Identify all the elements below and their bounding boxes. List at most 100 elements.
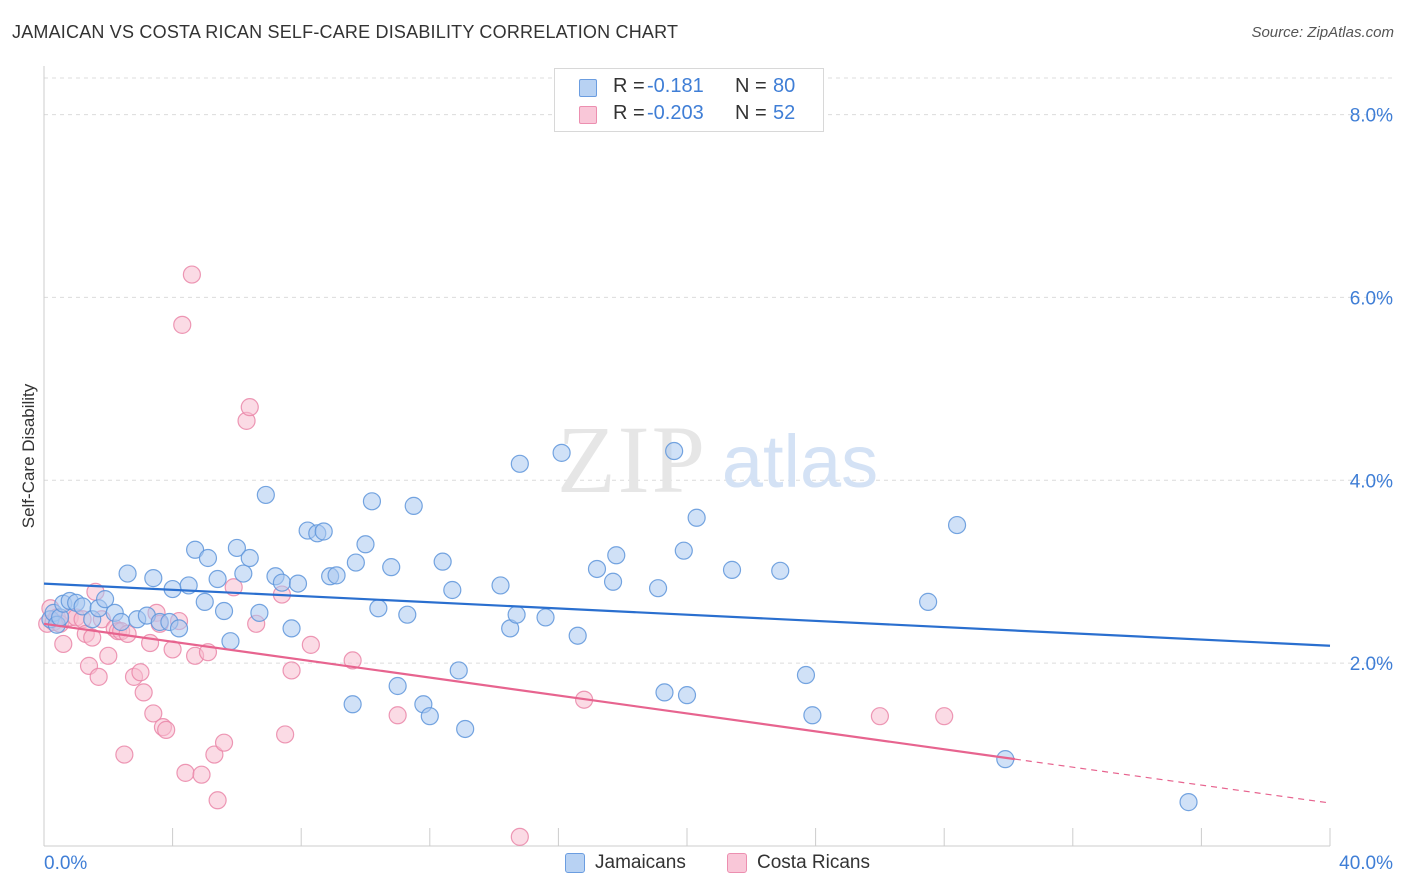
stats-box: R = -0.181 N = 80 R = -0.203 N = 52	[554, 68, 824, 132]
costa-rican-point	[182, 265, 201, 284]
jamaican-point	[510, 454, 529, 473]
chart-title: JAMAICAN VS COSTA RICAN SELF-CARE DISABI…	[12, 22, 679, 42]
jamaican-point	[369, 599, 388, 618]
costa-rican-point	[192, 765, 211, 784]
jamaican-point	[420, 707, 439, 726]
trend-lines	[43, 582, 1331, 804]
jamaican-point	[1179, 793, 1198, 812]
y-axis-title: Self-Care Disability	[19, 383, 38, 528]
watermark-atlas: atlas	[722, 420, 878, 503]
y-tick-label: 4.0%	[1350, 471, 1393, 492]
jamaican-point	[607, 546, 626, 565]
costa-ricans-swatch	[579, 106, 597, 124]
costa-rican-point	[240, 398, 259, 417]
jamaican-point	[655, 683, 674, 702]
jamaican-point	[433, 552, 452, 571]
jamaican-point	[796, 665, 816, 685]
axes	[43, 66, 1331, 847]
costa-rican-point	[343, 651, 362, 670]
jamaican-point	[456, 719, 475, 739]
trend-line	[43, 622, 1016, 761]
costa-rican-point	[89, 667, 108, 686]
jamaican-point	[343, 695, 362, 714]
costa-rican-point	[208, 791, 227, 810]
costa-rican-point	[388, 706, 407, 725]
costa-rican-point	[115, 745, 134, 764]
r-value: -0.181	[647, 75, 704, 97]
jamaican-point	[587, 559, 607, 579]
jamaican-point	[947, 515, 967, 535]
jamaicans-swatch	[579, 79, 597, 97]
trend-line-extension	[1014, 758, 1331, 804]
r-label: R =	[613, 102, 645, 124]
x-tick-label: 0.0%	[44, 853, 87, 874]
watermark-zip: ZIP	[557, 406, 707, 513]
jamaican-point	[118, 564, 137, 583]
jamaican-point	[282, 619, 301, 638]
n-value: 52	[773, 102, 796, 124]
jamaican-point	[256, 485, 275, 505]
costa-rican-point	[205, 745, 224, 764]
jamaican-point	[327, 566, 346, 585]
jamaican-point	[195, 592, 214, 611]
series-jamaicans	[41, 441, 1198, 812]
watermark: ZIP atlas	[557, 406, 878, 513]
n-label: N =	[735, 75, 767, 97]
jamaican-point	[208, 569, 227, 589]
jamaican-point	[536, 608, 555, 627]
costa-rican-point	[301, 635, 320, 654]
jamaican-point	[722, 560, 742, 579]
jamaican-point	[648, 579, 668, 598]
y-tick-label: 6.0%	[1350, 288, 1393, 309]
jamaican-point	[221, 632, 240, 651]
r-value: -0.203	[647, 102, 704, 124]
jamaican-point	[552, 443, 571, 462]
costa-rican-point	[510, 827, 529, 846]
jamaican-point	[234, 564, 253, 583]
costa-ricans-legend-swatch	[727, 853, 747, 873]
jamaican-point	[398, 605, 417, 624]
r-label: R =	[613, 75, 645, 97]
jamaican-point	[314, 522, 333, 541]
jamaican-point	[919, 592, 938, 611]
jamaican-point	[603, 572, 623, 591]
jamaican-point	[382, 558, 401, 577]
source-credit: Source: ZipAtlas.com	[1251, 24, 1394, 41]
y-tick-label: 2.0%	[1350, 654, 1393, 675]
jamaican-point	[198, 548, 218, 568]
costa-rican-point	[131, 663, 150, 682]
jamaican-point	[288, 574, 308, 593]
jamaican-point	[169, 619, 189, 638]
jamaican-point	[272, 573, 292, 592]
n-label: N =	[735, 102, 767, 124]
jamaican-point	[144, 569, 163, 588]
jamaicans-legend-swatch	[565, 853, 585, 873]
jamaican-point	[687, 508, 706, 527]
legend-label: Costa Ricans	[757, 852, 870, 873]
jamaican-point	[568, 626, 587, 645]
legend-label: Jamaicans	[595, 852, 686, 873]
jamaican-point	[449, 661, 468, 680]
costa-rican-point	[282, 661, 301, 680]
jamaican-point	[240, 548, 259, 568]
jamaican-point	[771, 561, 790, 580]
jamaican-point	[362, 492, 382, 511]
costa-rican-point	[144, 704, 163, 723]
y-tick-label: 8.0%	[1350, 106, 1393, 127]
jamaican-point	[112, 612, 131, 632]
costa-rican-point	[157, 720, 176, 739]
jamaican-point	[665, 441, 684, 461]
jamaican-point	[388, 676, 407, 696]
jamaican-point	[443, 580, 462, 600]
jamaican-point	[507, 605, 526, 624]
n-value: 80	[773, 75, 796, 97]
costa-rican-point	[54, 634, 73, 654]
jamaican-point	[491, 576, 510, 595]
jamaican-point	[186, 540, 205, 559]
costa-rican-point	[276, 725, 295, 744]
costa-rican-point	[134, 683, 153, 702]
jamaican-point	[214, 601, 234, 621]
costa-rican-point	[935, 707, 954, 726]
costa-rican-point	[176, 763, 195, 782]
costa-rican-point	[99, 646, 118, 665]
